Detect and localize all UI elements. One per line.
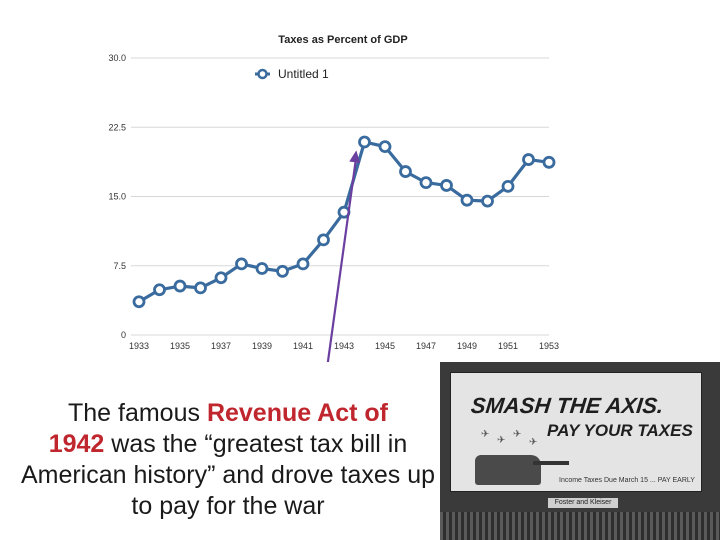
y-tick-label: 22.5 <box>108 122 126 132</box>
data-point <box>419 176 433 190</box>
x-tick-label: 1947 <box>416 341 436 351</box>
data-point <box>317 233 330 247</box>
billboard-panel: SMASH THE AXIS. PAY YOUR TAXES ✈ ✈ ✈ ✈ I… <box>450 372 702 492</box>
caption-highlight-year: 1942 <box>48 430 105 458</box>
data-point <box>173 279 187 293</box>
airplane-icon: ✈ <box>497 435 506 446</box>
chart-gridlines <box>131 57 549 336</box>
x-tick-label: 1951 <box>498 341 518 351</box>
y-tick-label: 30.0 <box>108 53 126 63</box>
data-point <box>214 271 228 285</box>
x-tick-label: 1945 <box>375 341 395 351</box>
billboard-fine-print: Income Taxes Due March 15 ... PAY EARLY <box>559 477 695 484</box>
chart-legend: Untitled 1 <box>255 67 329 81</box>
data-point <box>460 193 474 207</box>
data-point <box>235 257 248 271</box>
airplane-icon: ✈ <box>513 429 522 440</box>
x-tick-label: 1935 <box>170 341 190 351</box>
caption-text: The famous Revenue Act of 1942 was the “g… <box>8 398 448 522</box>
y-tick-label: 7.5 <box>113 261 126 271</box>
x-tick-label: 1943 <box>334 341 354 351</box>
tank-illustration <box>475 455 569 485</box>
chart-title: Taxes as Percent of GDP <box>278 34 407 46</box>
series-line <box>138 140 550 304</box>
billboard-maker-plate: Foster and Kleiser <box>548 498 618 508</box>
arrow-head <box>349 150 361 163</box>
x-tick-label: 1939 <box>252 341 272 351</box>
series-untitled-1 <box>132 135 556 309</box>
y-tick-label: 15.0 <box>108 192 126 202</box>
billboard-headline: SMASH THE AXIS. <box>469 393 665 418</box>
data-point <box>132 295 146 309</box>
data-point <box>296 257 310 271</box>
x-tick-label: 1949 <box>457 341 477 351</box>
caption-highlight-revenue-act: Revenue Act of <box>206 399 388 427</box>
x-tick-label: 1933 <box>129 341 149 351</box>
x-tick-label: 1937 <box>211 341 231 351</box>
x-axis-tick-labels: 1933 1935 1937 1939 1941 1943 1945 1947 1949 1951… <box>129 341 559 351</box>
airplane-icon: ✈ <box>481 429 490 440</box>
data-point <box>255 262 269 275</box>
data-point <box>378 140 392 154</box>
data-point <box>522 153 535 166</box>
caption-part2: was the “greatest tax bill in American h… <box>20 430 436 520</box>
data-point <box>542 155 556 169</box>
data-point <box>399 165 412 178</box>
y-axis-tick-labels: 30.0 22.5 15.0 7.5 0 <box>108 53 126 340</box>
billboard-subheadline: PAY YOUR TAXES <box>547 421 693 440</box>
legend-label: Untitled 1 <box>278 67 329 81</box>
data-point <box>481 194 494 208</box>
data-point <box>440 179 453 192</box>
x-tick-label: 1941 <box>293 341 313 351</box>
x-tick-label: 1953 <box>539 341 559 351</box>
billboard-foreground-grass <box>440 512 720 540</box>
data-point <box>358 135 371 149</box>
annotation-arrow <box>326 150 361 362</box>
data-point <box>153 283 166 297</box>
legend-point-marker <box>257 68 268 80</box>
arrow-shaft <box>326 156 358 362</box>
taxes-line-chart: Taxes as Percent of GDP Untitled 1 30.0 2… <box>108 34 559 362</box>
war-tax-billboard-photo: SMASH THE AXIS. PAY YOUR TAXES ✈ ✈ ✈ ✈ I… <box>440 362 720 540</box>
caption-part1: The famous <box>67 399 207 427</box>
data-point <box>194 281 207 295</box>
airplane-icon: ✈ <box>529 437 538 448</box>
y-tick-label: 0 <box>121 330 126 340</box>
data-point <box>501 179 515 193</box>
data-point <box>276 264 289 278</box>
